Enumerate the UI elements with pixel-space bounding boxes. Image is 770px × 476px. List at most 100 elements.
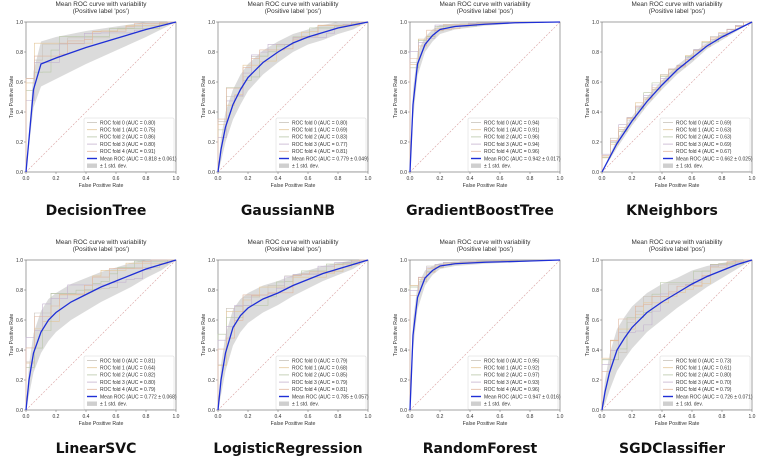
- x-tick-label: 0.0: [599, 414, 606, 420]
- std-band: [26, 22, 176, 172]
- x-tick-label: 0.4: [659, 176, 666, 182]
- legend-box: [275, 117, 367, 172]
- legend-label: ROC fold 4 (AUC = 0.96): [484, 149, 540, 155]
- roc-chart: Mean ROC curve with variability(Positive…: [201, 239, 372, 427]
- y-tick-label: 0.0: [400, 170, 407, 176]
- x-tick-label: 1.0: [557, 176, 564, 182]
- x-tick-label: 0.8: [527, 176, 534, 182]
- y-tick-label: 0.6: [400, 80, 407, 86]
- x-tick-label: 0.4: [659, 414, 666, 420]
- y-tick-label: 0.0: [16, 408, 23, 414]
- y-tick-label: 0.0: [400, 408, 407, 414]
- y-tick-label: 0.2: [16, 140, 23, 146]
- chart-title: Mean ROC curve with variability: [440, 1, 532, 8]
- legend-label: ROC fold 0 (AUC = 0.95): [484, 358, 540, 364]
- y-tick-label: 0.6: [208, 318, 215, 324]
- x-tick-label: 0.0: [23, 414, 30, 420]
- x-tick-label: 0.4: [275, 176, 282, 182]
- x-tick-label: 0.8: [143, 414, 150, 420]
- y-tick-label: 0.0: [208, 408, 215, 414]
- chart-title: Mean ROC curve with variability: [56, 239, 148, 246]
- y-tick-label: 1.0: [400, 258, 407, 264]
- legend-label: ROC fold 4 (AUC = 0.67): [676, 149, 732, 155]
- x-axis-label: False Positive Rate: [271, 421, 316, 427]
- legend-label: ROC fold 3 (AUC = 0.77): [292, 142, 348, 148]
- legend-swatch: [663, 163, 673, 168]
- x-tick-label: 0.0: [23, 176, 30, 182]
- roc-panel: Mean ROC curve with variability (Positive…: [0, 0, 192, 238]
- x-axis-label: False Positive Rate: [79, 183, 124, 189]
- x-axis-label: False Positive Rate: [463, 421, 508, 427]
- y-tick-label: 0.8: [400, 288, 407, 294]
- x-tick-label: 0.6: [689, 414, 696, 420]
- y-tick-label: 1.0: [16, 20, 23, 26]
- y-tick-label: 0.6: [592, 80, 599, 86]
- fold-curve: [217, 259, 368, 410]
- legend-label: ROC fold 4 (AUC = 0.91): [100, 149, 156, 155]
- legend-swatch: [471, 401, 481, 406]
- y-axis-label: True Positive Rate: [393, 76, 399, 119]
- legend-label: ROC fold 0 (AUC = 0.80): [100, 120, 156, 126]
- legend-swatch: [87, 401, 97, 406]
- legend-label: ROC fold 2 (AUC = 0.63): [676, 135, 732, 141]
- legend-label: ROC fold 0 (AUC = 0.80): [292, 120, 348, 126]
- legend-label: ROC fold 2 (AUC = 0.82): [100, 373, 156, 379]
- roc-chart: Mean ROC curve with variability(Positive…: [585, 1, 756, 189]
- legend-label: Mean ROC (AUC = 0.662 ± 0.025): [676, 156, 753, 162]
- legend-label: ROC fold 1 (AUC = 0.75): [100, 128, 156, 134]
- legend-label: ROC fold 0 (AUC = 0.73): [676, 358, 732, 364]
- x-tick-label: 0.6: [113, 176, 120, 182]
- y-tick-label: 1.0: [16, 258, 23, 264]
- x-tick-label: 0.2: [245, 414, 252, 420]
- chance-line: [601, 259, 753, 411]
- legend-label: ROC fold 4 (AUC = 0.81): [292, 149, 348, 155]
- roc-panel: Mean ROC curve with variability (Positive…: [384, 238, 576, 476]
- legend-label: Mean ROC (AUC = 0.818 ± 0.061): [100, 156, 177, 162]
- roc-panel: Mean ROC curve with variability (Positive…: [0, 238, 192, 476]
- x-tick-label: 1.0: [173, 414, 180, 420]
- legend-label: Mean ROC (AUC = 0.772 ± 0.068): [100, 394, 177, 400]
- x-axis-label: False Positive Rate: [463, 183, 508, 189]
- roc-panel: Mean ROC curve with variability (Positive…: [384, 0, 576, 238]
- x-tick-label: 0.2: [53, 414, 60, 420]
- fold-curve: [217, 259, 368, 410]
- x-tick-label: 0.8: [335, 414, 342, 420]
- fold-curve: [25, 21, 176, 172]
- x-tick-label: 0.8: [335, 176, 342, 182]
- x-tick-label: 0.6: [689, 176, 696, 182]
- y-tick-label: 0.2: [208, 378, 215, 384]
- legend-box: [467, 117, 559, 172]
- legend-label: Mean ROC (AUC = 0.785 ± 0.057): [292, 394, 369, 400]
- chart-title: Mean ROC curve with variability: [632, 239, 724, 246]
- chance-line: [217, 259, 369, 411]
- x-tick-label: 0.8: [527, 414, 534, 420]
- legend-box: [275, 355, 367, 410]
- y-axis-label: True Positive Rate: [393, 314, 399, 357]
- y-tick-label: 1.0: [592, 20, 599, 26]
- model-caption: KNeighbors: [626, 203, 718, 219]
- x-tick-label: 0.2: [53, 176, 60, 182]
- mean-roc-curve: [217, 21, 369, 173]
- x-tick-label: 0.0: [215, 414, 222, 420]
- x-tick-label: 0.2: [629, 414, 636, 420]
- x-tick-label: 0.8: [719, 414, 726, 420]
- y-tick-label: 0.4: [16, 110, 23, 116]
- legend-label: ROC fold 1 (AUC = 0.64): [100, 366, 156, 372]
- chart-title: Mean ROC curve with variability: [248, 239, 340, 246]
- x-tick-label: 0.0: [215, 176, 222, 182]
- std-band: [26, 260, 176, 410]
- y-axis-label: True Positive Rate: [585, 314, 591, 357]
- y-tick-label: 0.4: [208, 348, 215, 354]
- legend-label: ROC fold 0 (AUC = 0.69): [676, 120, 732, 126]
- mean-roc-curve: [601, 21, 753, 173]
- y-tick-label: 0.2: [400, 140, 407, 146]
- chart-subtitle: (Positive label 'pos'): [649, 8, 705, 15]
- x-tick-label: 0.0: [599, 176, 606, 182]
- x-tick-label: 0.0: [407, 176, 414, 182]
- x-tick-label: 1.0: [173, 176, 180, 182]
- legend-label: Mean ROC (AUC = 0.779 ± 0.049): [292, 156, 369, 162]
- chart-title: Mean ROC curve with variability: [440, 239, 532, 246]
- std-band: [410, 260, 560, 410]
- legend-box: [83, 355, 175, 410]
